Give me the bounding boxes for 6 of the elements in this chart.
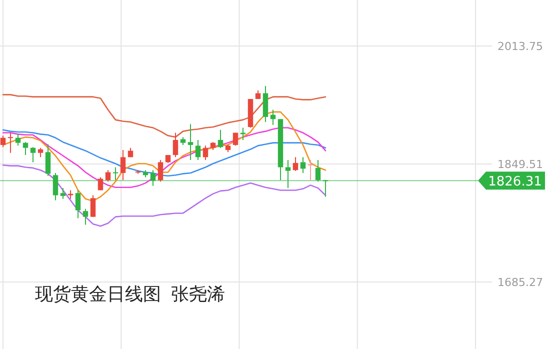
y-tick-label: 2013.75 <box>498 40 543 53</box>
text: 现货黄金日线图 张尧浠 <box>35 284 226 304</box>
ref-line-label: 1826.31 <box>488 174 542 190</box>
y-tick-label: 1849.51 <box>498 158 543 171</box>
y-tick-label: 1685.27 <box>498 276 543 289</box>
line-series <box>2 94 326 138</box>
